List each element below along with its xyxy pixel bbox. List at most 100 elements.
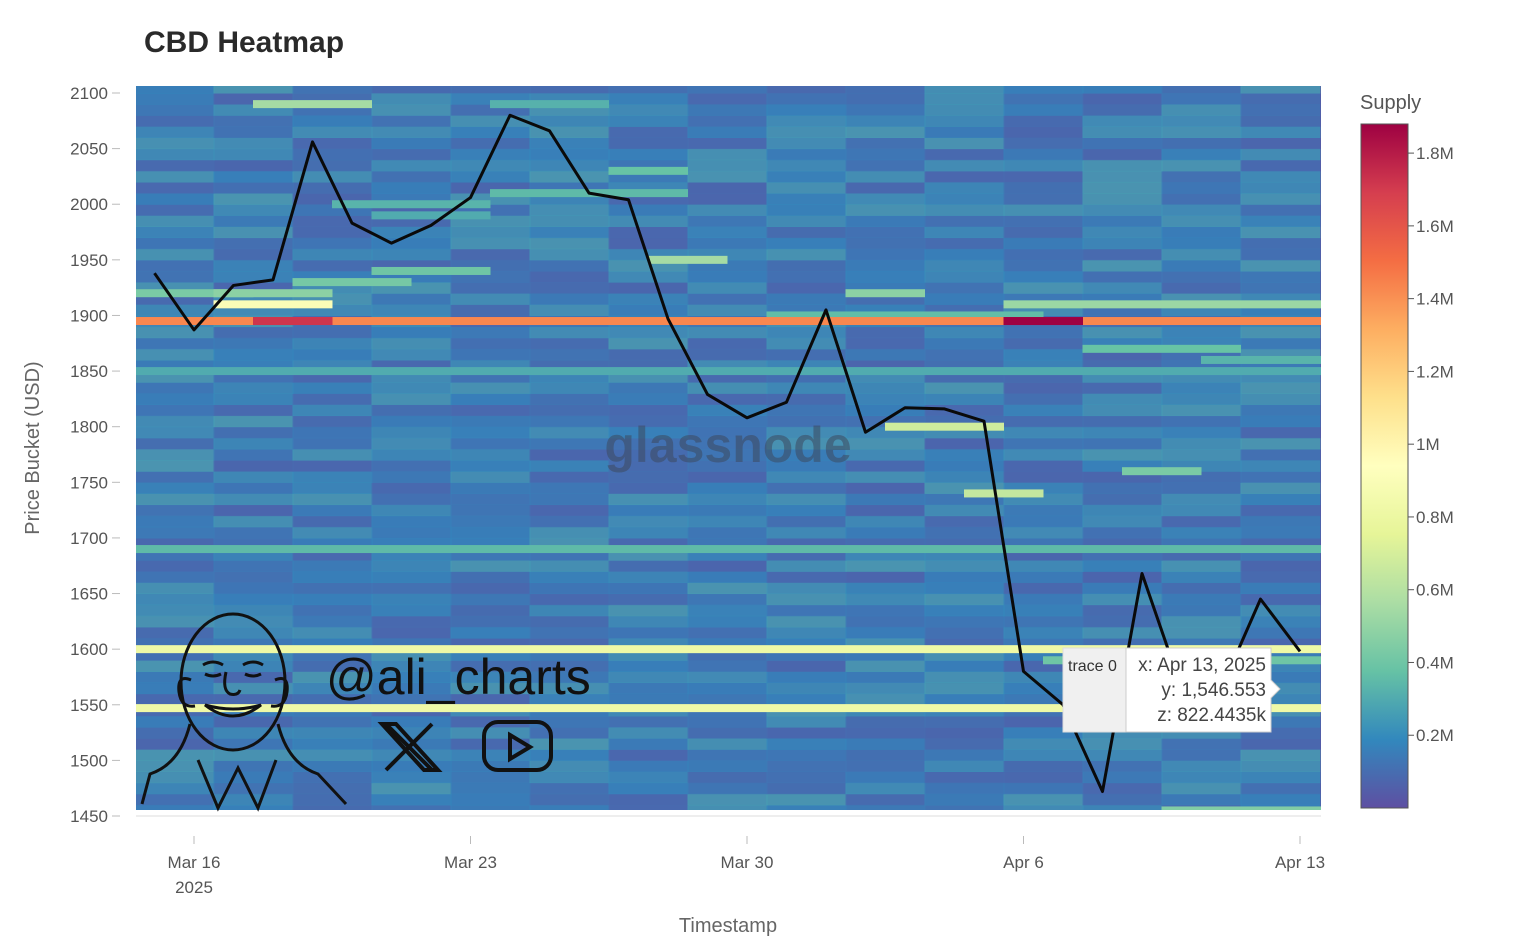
heatmap-cell [1161,604,1242,617]
heatmap-cell [687,738,768,750]
heatmap-cell [608,771,689,784]
heatmap-cell [450,348,531,361]
heatmap-cell [371,727,452,739]
heatmap-cell [529,526,610,539]
heatmap-cell [1003,793,1084,806]
heatmap-cell [766,104,847,116]
y-axis: 1450 1500 1550 1600 1650 1700 1750 1800 1850 1900… [70,84,120,826]
y-tick-label: 1450 [70,807,108,826]
heatmap-cell [213,437,294,450]
heatmap-band [292,278,412,287]
heatmap-cell [1240,649,1321,661]
heatmap-cell [687,715,768,728]
x-tick-sublabel: 2025 [175,878,213,897]
handle-text: @ali_charts [326,649,591,705]
heatmap-cell [1161,348,1242,361]
plot-area[interactable]: glassnode [135,82,1322,817]
heatmap-cell [136,593,215,606]
heatmap-cell [687,393,768,405]
heatmap-cell [924,604,1005,617]
heatmap-cell [1003,226,1084,239]
heatmap-cell [529,682,610,695]
heatmap-cell [608,293,689,305]
heatmap-cell [1082,393,1163,405]
heatmap-cell [1240,771,1321,784]
heatmap-cell [136,93,215,105]
heatmap-cell [136,326,215,339]
heatmap-cell [529,504,610,517]
heatmap-cell [371,104,452,116]
heatmap-cell [292,549,373,561]
heatmap-cell [687,159,768,172]
heatmap-cell [924,415,1005,428]
heatmap-cell [213,137,294,150]
heatmap-cell [450,193,531,205]
x-axis-title: Timestamp [679,915,777,937]
heatmap-cell [371,493,452,506]
heatmap-cell [608,749,689,761]
heatmap-cell [136,137,215,150]
heatmap-cell [845,437,926,450]
heatmap-cell [450,248,531,261]
heatmap-cell [687,437,768,450]
heatmap-band [1201,355,1321,364]
y-tick-label: 1800 [70,418,108,437]
heatmap-cell [450,126,531,138]
heatmap-cell [845,582,926,595]
heatmap-cell [845,571,926,583]
heatmap-cell [1161,482,1242,494]
heatmap-cell [213,515,294,528]
heatmap-cell [845,104,926,116]
heatmap-cell [371,715,452,728]
heatmap-cell [924,638,1005,650]
heatmap-cell [687,215,768,227]
heatmap-cell [1240,448,1321,461]
heatmap-cell [1161,226,1242,239]
heatmap-cell [136,571,215,583]
heatmap-cell [450,749,531,761]
heatmap-cell [845,170,926,183]
heatmap-cell [292,582,373,595]
heatmap-cell [213,181,294,194]
heatmap-cell [1082,515,1163,528]
heatmap-cell [1161,93,1242,105]
heatmap-cell [766,537,847,550]
heatmap-cell [292,137,373,150]
heatmap-cell [1003,104,1084,116]
heatmap-cell [766,326,847,339]
heatmap-cell [1003,671,1084,684]
heatmap-cell [608,460,689,472]
heatmap-cell [1003,204,1084,216]
heatmap-band [371,211,491,220]
heatmap-cell [529,615,610,628]
heatmap-cell [924,282,1005,294]
heatmap-cell [687,693,768,706]
heatmap-cell [608,270,689,283]
heatmap-cell [608,404,689,417]
heatmap-cell [450,671,531,684]
heatmap-cell [687,660,768,672]
heatmap-cell [608,215,689,227]
heatmap-cell [371,270,452,283]
heatmap-cell [292,204,373,216]
heatmap-cell [1240,115,1321,127]
heatmap-cell [1161,193,1242,205]
heatmap-cell [1161,404,1242,417]
heatmap-cell [766,504,847,517]
heatmap-cell [1082,137,1163,150]
heatmap-cell [687,649,768,661]
heatmap-cell [213,426,294,439]
heatmap-cell [687,549,768,561]
heatmap-cell [766,771,847,784]
heatmap-cell [845,93,926,105]
heatmap-cell [1240,682,1321,695]
heatmap-cell [371,660,452,672]
heatmap-cell [608,115,689,127]
heatmap-cell [1082,226,1163,239]
heatmap-cell [1082,760,1163,773]
heatmap-cell [292,115,373,127]
x-axis: Mar 16 2025 Mar 23 Mar 30 Apr 6 Apr 13 [168,836,1325,897]
heatmap-cell [608,148,689,161]
heatmap-cell [1003,560,1084,572]
heatmap-cell [1082,537,1163,550]
